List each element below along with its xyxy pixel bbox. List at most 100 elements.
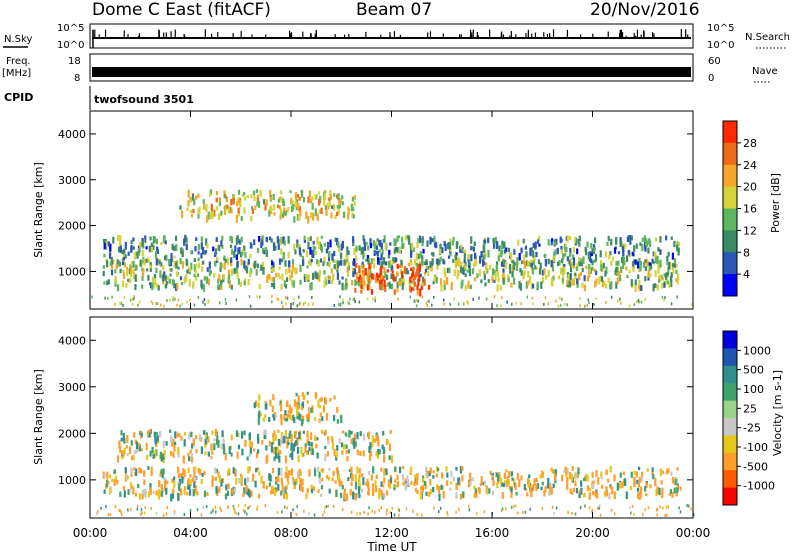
echo-cell: [467, 280, 470, 289]
clutter-cell: [633, 303, 636, 307]
clutter-cell: [244, 504, 246, 508]
echo-cell: [347, 273, 350, 277]
echo-cell: [426, 240, 429, 244]
echo-cell: [208, 193, 212, 197]
echo-cell: [656, 486, 659, 494]
clutter-cell: [433, 506, 435, 510]
echo-cell: [438, 248, 441, 255]
echo-cell: [359, 274, 362, 280]
echo-cell: [308, 190, 312, 198]
echo-cell: [358, 474, 361, 479]
echo-cell: [328, 200, 331, 208]
echo-cell: [668, 492, 671, 497]
echo-cell: [342, 211, 346, 219]
clutter-cell: [557, 304, 560, 308]
echo-cell: [575, 266, 578, 272]
echo-cell: [552, 255, 555, 262]
echo-cell: [354, 287, 357, 293]
echo-cell: [265, 249, 268, 257]
echo-cell: [665, 276, 668, 285]
echo-cell: [482, 245, 485, 253]
echo-cell: [497, 276, 500, 283]
echo-cell: [391, 265, 394, 270]
clutter-cell: [559, 303, 562, 307]
echo-cell: [115, 265, 118, 270]
echo-cell: [272, 204, 275, 211]
echo-cell: [345, 449, 348, 454]
echo-cell: [645, 482, 648, 489]
echo-cell: [543, 490, 546, 497]
nsky-label: N.Sky: [4, 34, 32, 45]
echo-cell: [666, 273, 669, 278]
echo-cell: [419, 491, 422, 500]
echo-cell: [416, 268, 419, 276]
echo-cell: [286, 436, 290, 443]
echo-cell: [676, 273, 680, 281]
echo-cell: [163, 477, 166, 483]
echo-cell: [590, 252, 593, 257]
echo-cell: [367, 431, 370, 440]
echo-cell: [106, 479, 109, 488]
echo-cell: [473, 277, 477, 282]
echo-cell: [330, 212, 333, 219]
echo-cell: [534, 265, 537, 270]
echo-cell: [374, 479, 377, 487]
echo-cell: [431, 252, 434, 256]
clutter-cell: [417, 299, 420, 303]
echo-cell: [492, 479, 495, 486]
echo-cell: [620, 266, 623, 274]
echo-cell: [147, 274, 150, 281]
echo-cell: [464, 284, 467, 291]
echo-cell: [214, 428, 217, 437]
echo-cell: [410, 481, 413, 485]
echo-cell: [523, 483, 526, 490]
echo-cell: [399, 281, 403, 286]
clutter-cell: [225, 302, 227, 306]
echo-cell: [362, 271, 365, 277]
echo-cell: [594, 490, 597, 497]
clutter-cell: [637, 299, 640, 303]
echo-cell: [132, 486, 135, 495]
clutter-cell: [579, 505, 582, 509]
echo-cell: [112, 236, 115, 244]
echo-cell: [338, 438, 341, 445]
echo-cell: [410, 267, 413, 272]
echo-cell: [623, 260, 626, 266]
echo-cell: [567, 274, 570, 280]
echo-cell: [629, 485, 633, 491]
velocity-colorbar-tick-label: -500: [743, 460, 768, 473]
echo-cell: [626, 274, 629, 279]
echo-cell: [497, 255, 500, 262]
echo-cell: [354, 492, 357, 501]
echo-cell: [383, 468, 386, 474]
echo-cell: [592, 244, 596, 249]
clutter-cell: [630, 511, 632, 515]
echo-cell: [375, 474, 378, 480]
echo-cell: [391, 270, 394, 274]
echo-cell: [207, 278, 210, 286]
echo-cell: [279, 449, 282, 455]
echo-cell: [272, 438, 275, 445]
echo-cell: [141, 249, 144, 257]
echo-cell: [297, 214, 301, 221]
clutter-cell: [516, 511, 519, 515]
echo-cell: [532, 259, 535, 266]
clutter-cell: [598, 506, 601, 510]
clutter-cell: [248, 295, 251, 299]
echo-cell: [395, 257, 398, 262]
echo-cell: [140, 448, 143, 452]
velocity-colorbar-label: Velocity [m s-1]: [771, 370, 784, 456]
echo-cell: [194, 485, 197, 489]
echo-cell: [124, 241, 127, 250]
echo-cell: [123, 248, 126, 255]
echo-cell: [418, 235, 422, 244]
echo-cell: [256, 247, 260, 253]
echo-cell: [637, 492, 640, 499]
echo-cell: [637, 274, 640, 280]
echo-cell: [150, 246, 154, 253]
echo-cell: [299, 211, 302, 217]
echo-cell: [312, 240, 315, 245]
clutter-cell: [193, 303, 196, 307]
echo-cell: [450, 284, 453, 291]
